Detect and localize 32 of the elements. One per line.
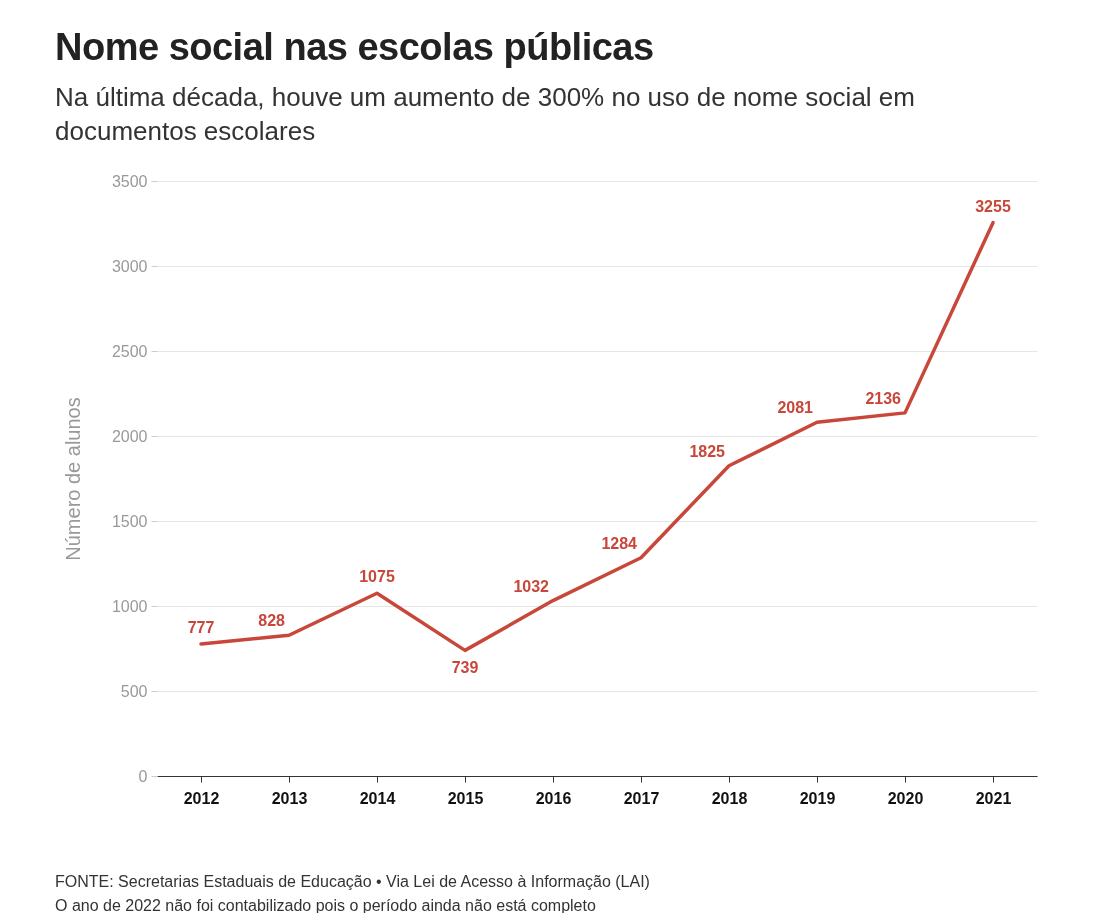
y-tick-label: 0: [138, 767, 148, 785]
y-tick-label: 2000: [111, 427, 148, 445]
chart-title: Nome social nas escolas públicas: [55, 26, 654, 69]
data-label: 2081: [777, 399, 814, 417]
chart-subtitle: Na última década, houve um aumento de 300% no uso de nome social em documentos escolares: [55, 81, 916, 148]
x-tick-label: 2018: [711, 789, 748, 807]
source-note: FONTE: Secretarias Estaduais de Educação • Via Lei de Acesso à Informação (LAI): [55, 872, 650, 892]
data-label: 1284: [601, 534, 638, 552]
y-tick-label: 1000: [111, 597, 148, 615]
data-label: 2136: [865, 389, 902, 407]
data-label: 1032: [513, 577, 550, 595]
x-tick-label: 2021: [975, 789, 1012, 807]
data-label: 3255: [975, 197, 1011, 215]
data-label: 828: [258, 612, 286, 630]
y-axis-title: Número de alunos: [61, 397, 84, 561]
data-label: 1825: [689, 442, 726, 460]
y-tick-label: 2500: [111, 342, 148, 360]
x-tick-label: 2020: [887, 789, 924, 807]
y-tick-label: 500: [120, 682, 148, 700]
x-tick-label: 2014: [359, 789, 396, 807]
x-tick-label: 2017: [623, 789, 660, 807]
y-tick-label: 1500: [111, 512, 148, 530]
x-tick-label: 2019: [799, 789, 836, 807]
x-tick-label: 2016: [535, 789, 572, 807]
x-tick-label: 2015: [447, 789, 484, 807]
y-tick-label: 3000: [111, 257, 148, 275]
data-label: 777: [187, 618, 215, 636]
data-label: 739: [451, 659, 479, 677]
data-label: 1075: [359, 568, 395, 586]
y-tick-label: 3500: [111, 172, 148, 190]
x-tick-label: 2013: [271, 789, 308, 807]
x-tick-label: 2012: [183, 789, 220, 807]
